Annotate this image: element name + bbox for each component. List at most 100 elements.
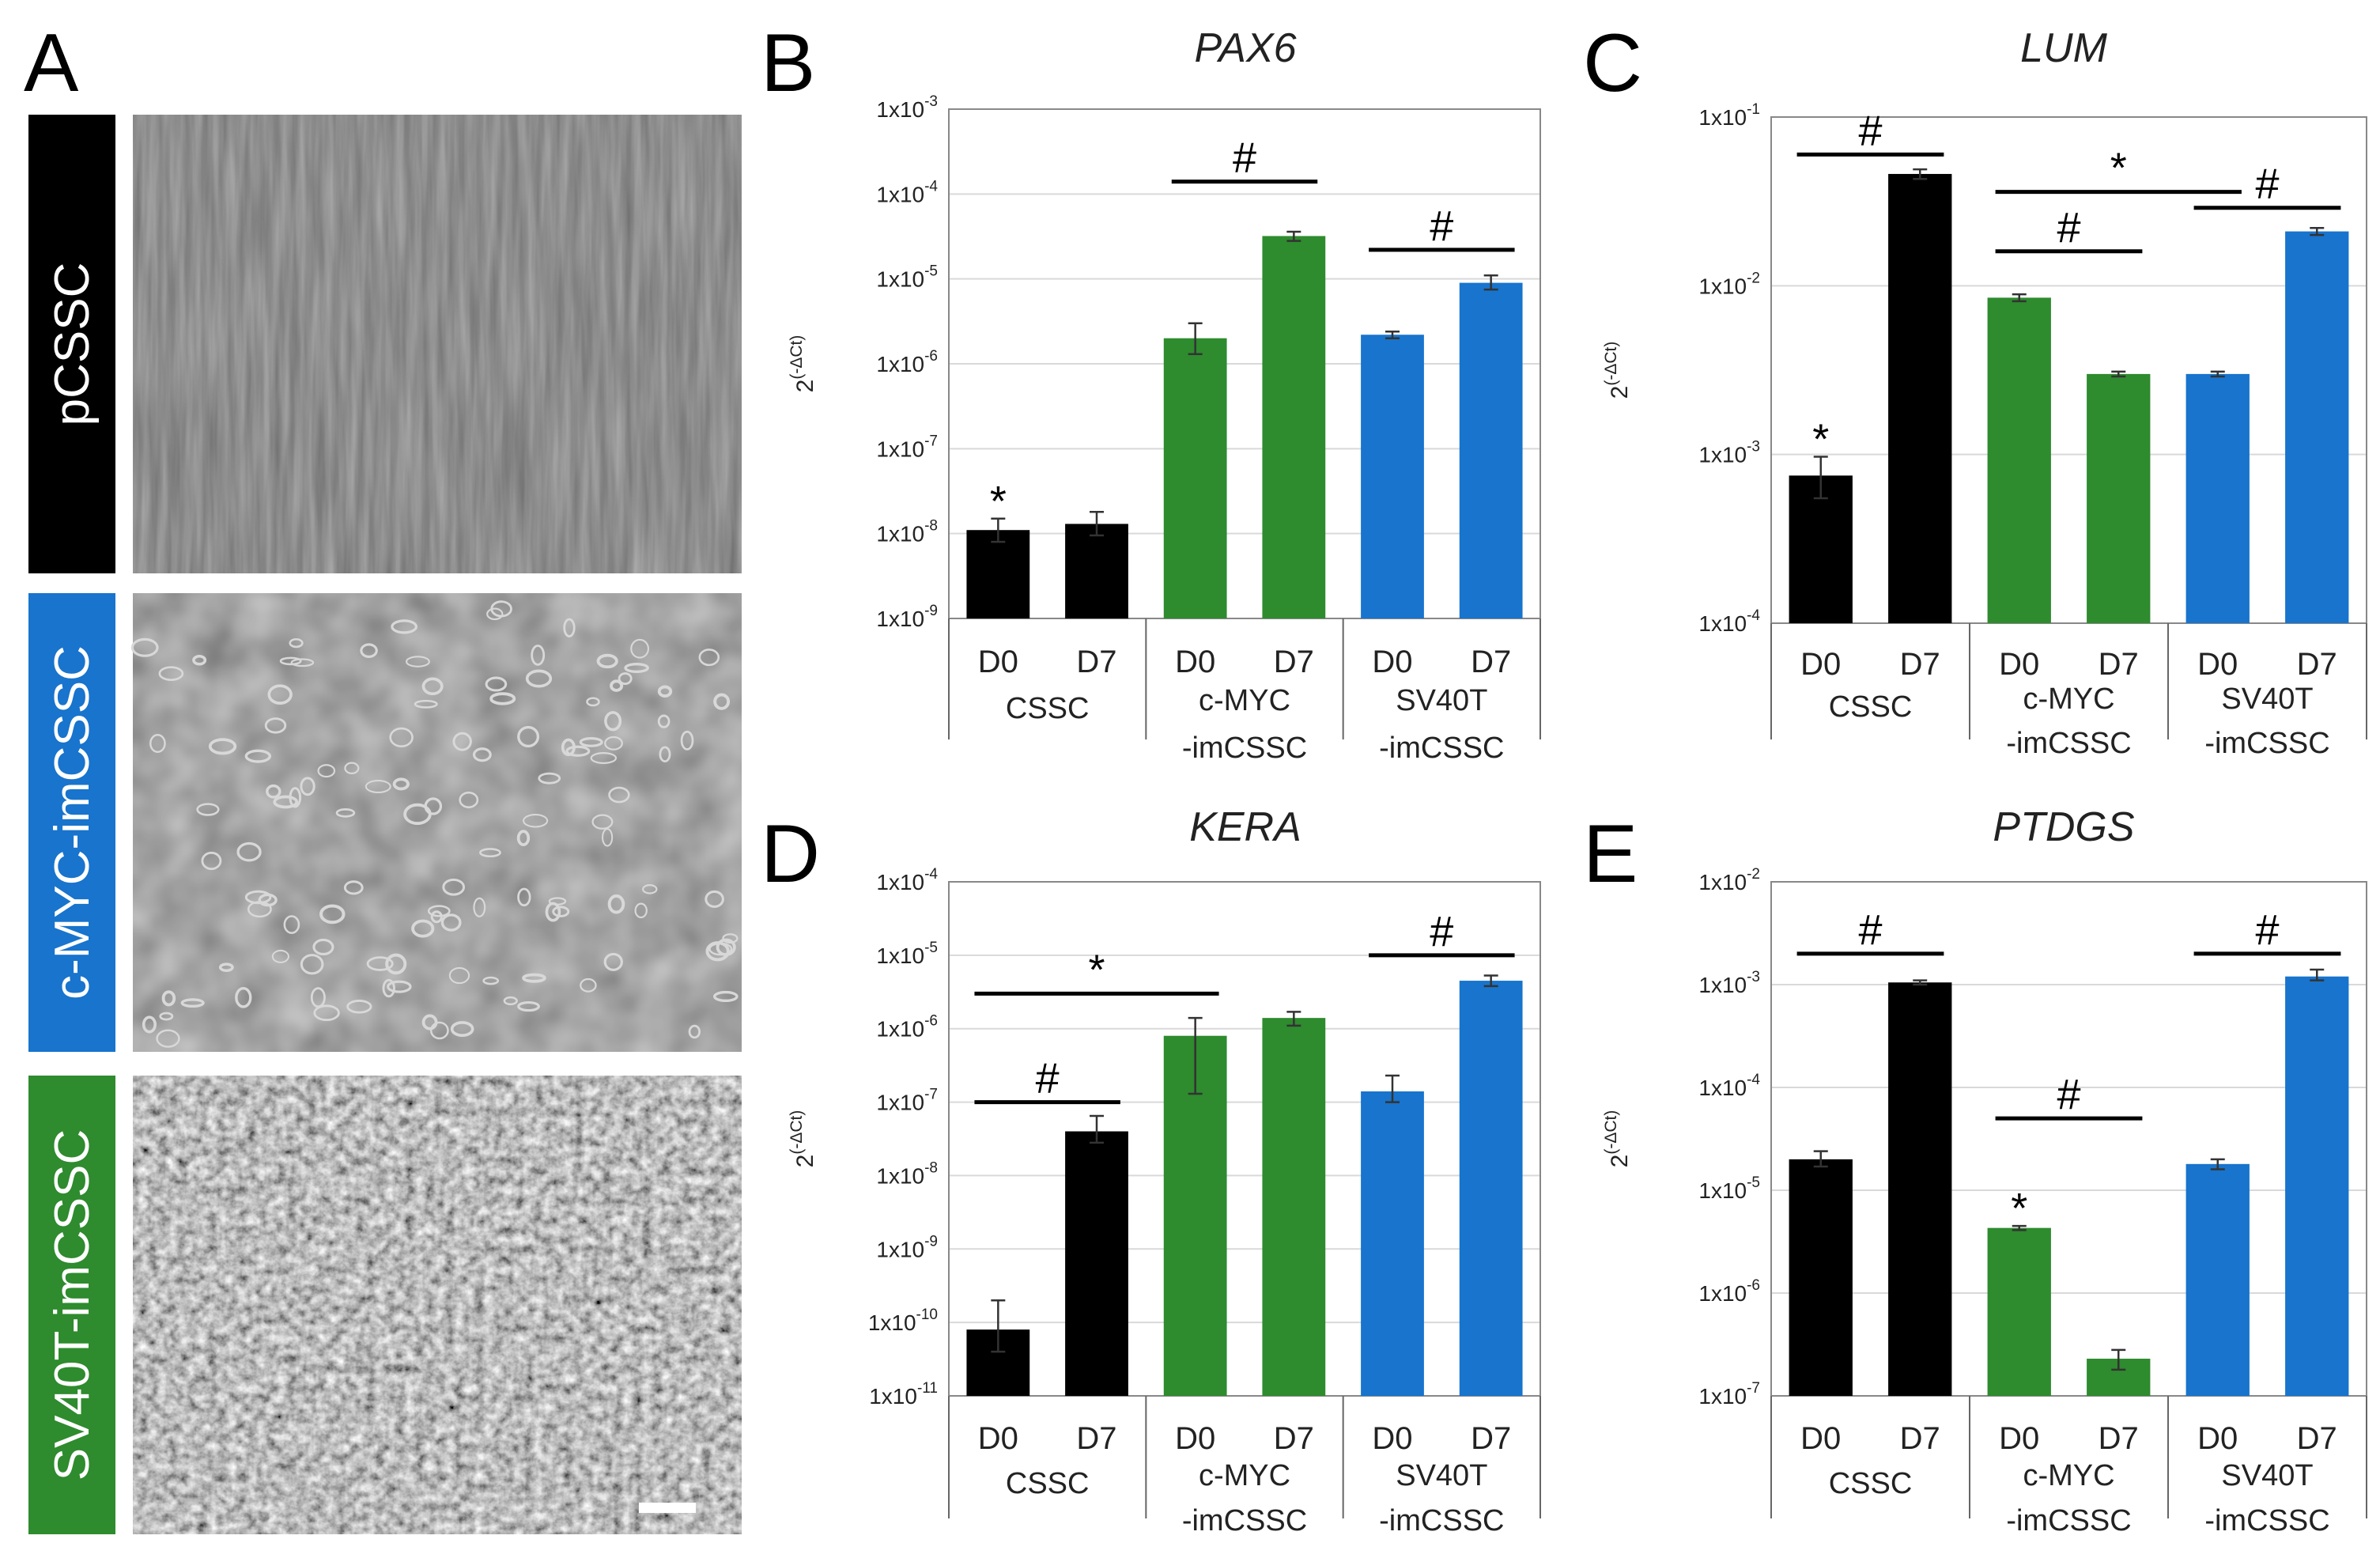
- panel-letter-a: A: [24, 17, 79, 109]
- micrograph-row-2: c-MYC-imCSSC: [28, 593, 742, 1052]
- cell-body: [602, 828, 614, 847]
- cell-body: [271, 949, 289, 963]
- row-label-text: pCSSC: [45, 263, 100, 426]
- chart-title: PAX6: [1194, 25, 1296, 71]
- chart-panel-b: B PAX61x10-91x10-81x10-71x10-61x10-51x10-…: [761, 17, 1541, 765]
- y-tick-base: 1x10: [1698, 870, 1747, 894]
- cell-body: [517, 725, 540, 748]
- cell-body: [273, 795, 299, 809]
- cell-body: [563, 618, 576, 637]
- y-tick-exponent: -4: [1747, 1072, 1760, 1088]
- cell-body: [283, 915, 300, 934]
- y-tick-label: 1x10-8: [876, 1159, 938, 1188]
- y-tick-exponent: -6: [924, 348, 938, 365]
- y-tick-base: 1x10: [869, 1384, 917, 1409]
- cell-body: [713, 693, 731, 710]
- cell-body: [335, 808, 356, 818]
- cell-body: [548, 897, 567, 906]
- cell-body: [642, 884, 658, 894]
- group-label: -imCSSC: [2204, 1504, 2329, 1537]
- row-label-text: c-MYC-imCSSC: [45, 645, 100, 1000]
- y-tick-label: 1x10-2: [1698, 866, 1760, 894]
- y-tick-label: 1x10-5: [1698, 1174, 1760, 1203]
- x-tick-label: D7: [1900, 1421, 1940, 1456]
- y-tick-label: 1x10-7: [876, 433, 938, 461]
- bar: [2185, 373, 2250, 623]
- cell-body: [440, 913, 462, 932]
- cell-body: [385, 953, 407, 975]
- bar-charts: B PAX61x10-91x10-81x10-71x10-61x10-51x10-…: [761, 17, 2367, 1537]
- y-tick-exponent: -1: [1747, 101, 1760, 118]
- x-tick-label: D0: [2197, 647, 2238, 682]
- group-label: c-MYC: [1199, 1459, 1290, 1492]
- x-tick-label: D7: [2099, 647, 2139, 682]
- cell-body: [289, 637, 304, 649]
- y-tick-exponent: -7: [924, 1087, 938, 1103]
- cell-body: [403, 803, 432, 826]
- y-tick-label: 1x10-3: [876, 93, 938, 122]
- x-tick-label: D0: [1999, 647, 2039, 682]
- cell-body: [218, 962, 234, 972]
- y-tick-label: 1x10-7: [876, 1087, 938, 1115]
- group-label: CSSC: [1829, 690, 1913, 724]
- y-tick-base: 1x10: [876, 182, 924, 206]
- cell-body: [630, 638, 650, 659]
- plot-area: [948, 108, 1541, 619]
- y-tick-exponent: -4: [1747, 607, 1760, 624]
- cell-body: [482, 976, 500, 985]
- cell-body: [604, 711, 622, 732]
- cell-body: [705, 890, 724, 908]
- cell-body: [450, 1021, 474, 1038]
- bar: [1789, 1159, 1853, 1396]
- bar: [2285, 231, 2349, 623]
- group-label: -imCSSC: [1379, 732, 1504, 765]
- bar: [1065, 1131, 1128, 1396]
- cell-body: [538, 772, 561, 785]
- y-tick-base: 1x10: [1698, 1281, 1747, 1306]
- x-tick-label: D0: [1999, 1421, 2039, 1456]
- significance-star: *: [990, 478, 1007, 525]
- cell-body: [473, 897, 486, 917]
- cell-body: [516, 830, 531, 847]
- cell-body: [608, 786, 630, 804]
- cell-body: [517, 1000, 540, 1012]
- cell-body: [659, 746, 671, 762]
- cell-body: [405, 656, 430, 667]
- x-tick-label: D0: [978, 645, 1018, 679]
- bar: [2285, 976, 2349, 1396]
- group-label: CSSC: [1006, 1467, 1090, 1500]
- y-tick-base: 1x10: [1698, 274, 1747, 298]
- y-tick-base: 1x10: [876, 97, 924, 122]
- cell-body: [300, 954, 324, 975]
- x-tick-label: D7: [1471, 645, 1511, 679]
- y-tick-label: 1x10-4: [876, 866, 938, 894]
- cell-body: [552, 906, 570, 917]
- cell-body: [159, 1012, 174, 1021]
- cell-body: [312, 938, 334, 956]
- y-tick-label: 1x10-4: [1698, 1072, 1760, 1100]
- cell-body: [722, 933, 739, 944]
- y-tick-label: 1x10-9: [876, 603, 938, 631]
- cell-body: [427, 905, 451, 917]
- cell-body: [319, 904, 346, 925]
- cell-body: [158, 666, 184, 681]
- group-label: SV40T: [1396, 684, 1487, 717]
- cell-body: [391, 619, 418, 634]
- micrograph-row-3: SV40T-imCSSC: [28, 1076, 742, 1534]
- y-tick-exponent: -4: [924, 866, 938, 883]
- significance-star: *: [2011, 1185, 2027, 1232]
- row-label-bar: [28, 1076, 115, 1534]
- significance-mark: *: [2110, 145, 2127, 192]
- significance-mark: #: [1233, 134, 1256, 182]
- cell-body: [236, 841, 262, 862]
- significance-mark: #: [1036, 1055, 1060, 1102]
- cell-body: [459, 791, 479, 809]
- y-tick-exponent: -8: [924, 1159, 938, 1176]
- x-tick-label: D7: [2099, 1421, 2139, 1456]
- x-tick-label: D0: [1800, 647, 1841, 682]
- cell-body: [244, 890, 272, 905]
- cell-body: [130, 637, 159, 657]
- row-label-text: SV40T-imCSSC: [45, 1129, 100, 1480]
- y-tick-label: 1x10-5: [876, 940, 938, 968]
- row-label-bar: [28, 593, 115, 1052]
